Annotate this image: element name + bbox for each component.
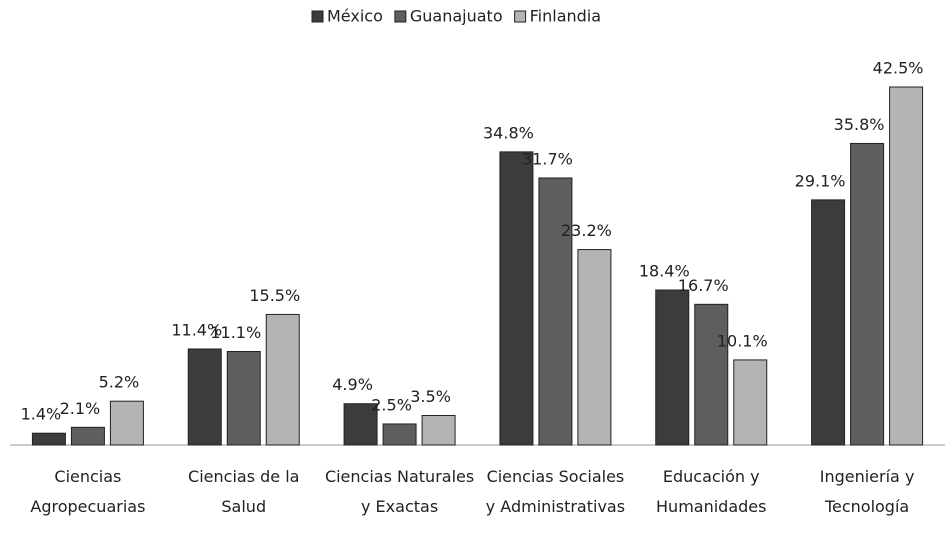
data-label: 35.8%	[834, 115, 885, 134]
bar	[850, 142, 885, 446]
data-label: 10.1%	[717, 331, 768, 350]
bar	[343, 403, 378, 446]
x-tick-label: Ciencias Agropecuarias	[30, 467, 146, 516]
legend-label: Finlandia	[530, 7, 601, 26]
data-label: 3.5%	[410, 387, 451, 406]
bar	[577, 249, 612, 446]
legend-swatch	[514, 10, 527, 23]
x-tick-label: Ciencias Sociales y Administrativas	[485, 467, 626, 516]
bar	[538, 177, 573, 446]
bar	[499, 151, 534, 446]
data-label: 16.7%	[678, 276, 729, 295]
data-label: 1.4%	[21, 405, 62, 424]
data-label: 5.2%	[99, 373, 140, 392]
x-tick-label: Ciencias de la Salud	[188, 467, 300, 516]
bar	[889, 86, 924, 446]
bar	[733, 359, 768, 446]
bar	[694, 303, 729, 446]
bar	[31, 432, 66, 446]
bar	[811, 199, 846, 446]
legend-label: México	[327, 7, 383, 26]
data-label: 2.5%	[371, 395, 412, 414]
data-label: 11.4%	[171, 320, 222, 339]
x-tick-label: Educación y Humanidades	[656, 467, 767, 516]
legend-swatch	[394, 10, 407, 23]
bar	[655, 289, 690, 446]
data-label: 11.1%	[210, 323, 261, 342]
x-tick-label: Ciencias Naturales y Exactas	[324, 467, 475, 516]
bar	[70, 426, 105, 446]
data-label: 31.7%	[522, 149, 573, 168]
bar	[187, 348, 222, 446]
data-label: 4.9%	[332, 375, 373, 394]
data-label: 15.5%	[249, 286, 300, 305]
bar	[382, 423, 417, 446]
legend-swatch	[311, 10, 324, 23]
bar	[421, 415, 456, 446]
data-label: 29.1%	[795, 171, 846, 190]
x-tick-label: Ingeniería y Tecnología	[819, 467, 915, 516]
bar	[265, 313, 300, 446]
data-label: 23.2%	[561, 221, 612, 240]
data-label: 42.5%	[873, 59, 924, 78]
bar	[226, 350, 261, 446]
bar	[109, 400, 144, 446]
legend-label: Guanajuato	[410, 7, 503, 26]
data-label: 18.4%	[639, 262, 690, 281]
data-label: 2.1%	[60, 399, 101, 418]
data-label: 34.8%	[483, 123, 534, 142]
